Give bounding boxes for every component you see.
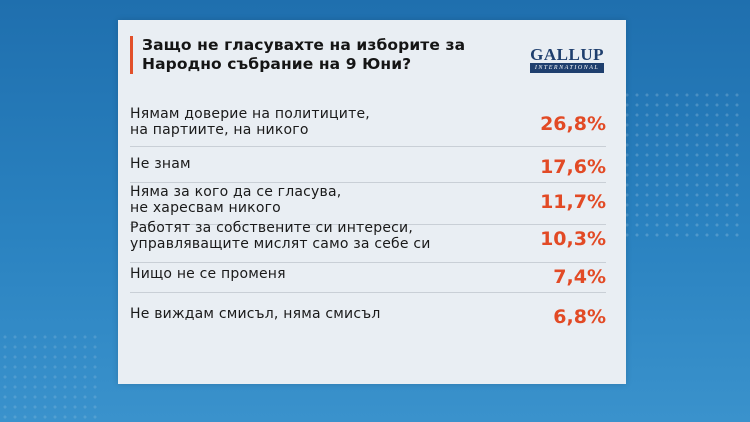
row-value: 26,8%: [540, 113, 606, 135]
table-row: Нямам доверие на политиците, на партиите…: [130, 106, 606, 147]
row-value: 11,7%: [540, 191, 606, 213]
chart-title: Защо не гласувахте на изборите за Народн…: [142, 36, 466, 73]
table-row: Няма за кого да се гласува, не харесвам …: [130, 184, 606, 225]
table-row: Работят за собствените си интереси, упра…: [130, 220, 606, 263]
row-separator: [130, 182, 606, 183]
background-dot-pattern-lower: [0, 332, 100, 422]
row-separator: [130, 292, 606, 293]
table-row: Не знам 17,6%: [130, 156, 606, 183]
survey-card: Защо не гласувахте на изборите за Народн…: [118, 20, 626, 384]
logo-subtitle: INTERNATIONAL: [530, 63, 604, 73]
row-separator: [130, 224, 606, 225]
row-label: Няма за кого да се гласува, не харесвам …: [130, 184, 342, 216]
row-value: 17,6%: [540, 156, 606, 178]
row-value: 6,8%: [553, 306, 606, 328]
row-label: Нищо не се променя: [130, 266, 286, 282]
row-separator: [130, 262, 606, 263]
logo-wordmark: GALLUP: [530, 45, 604, 64]
row-label: Не знам: [130, 156, 191, 172]
row-value: 7,4%: [553, 266, 606, 288]
title-block: Защо не гласувахте на изборите за Народн…: [130, 36, 542, 74]
gallup-logo: GALLUP INTERNATIONAL: [530, 46, 604, 73]
results-table: Нямам доверие на политиците, на партиите…: [118, 20, 626, 384]
row-label: Не виждам смисъл, няма смисъл: [130, 306, 381, 322]
row-separator: [130, 146, 606, 147]
row-label: Работят за собствените си интереси, упра…: [130, 220, 431, 252]
row-label: Нямам доверие на политиците, на партиите…: [130, 106, 370, 138]
table-row: Не виждам смисъл, няма смисъл 6,8%: [130, 306, 606, 328]
table-row: Нищо не се променя 7,4%: [130, 266, 606, 293]
row-value: 10,3%: [540, 228, 606, 250]
